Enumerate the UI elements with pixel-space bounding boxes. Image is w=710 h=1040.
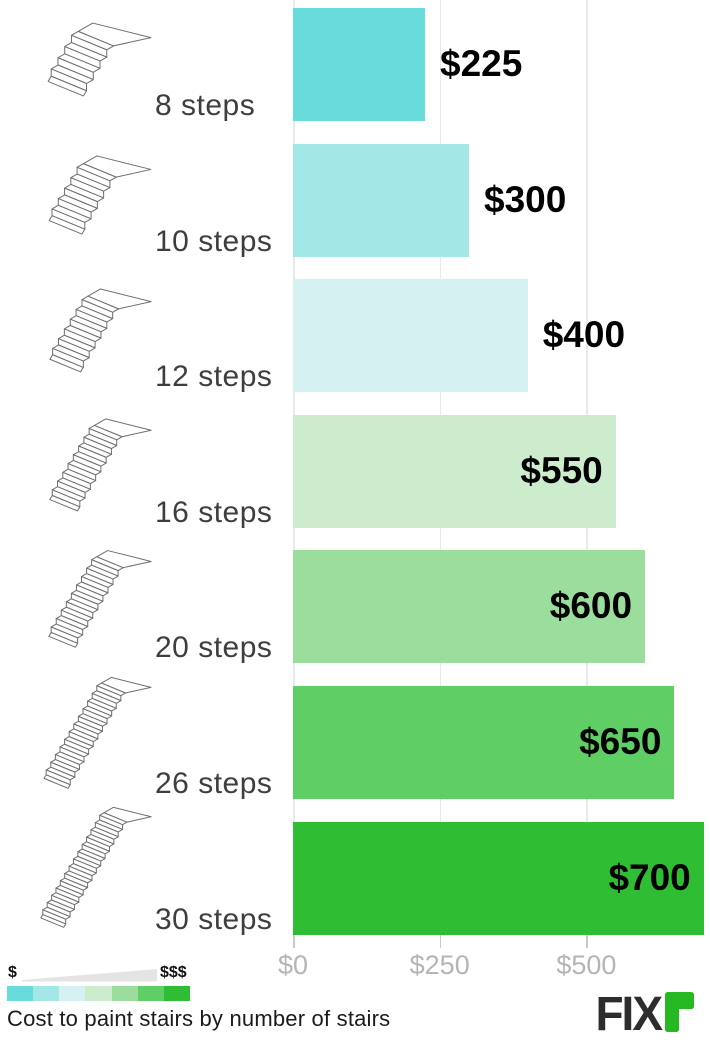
stairs-icon	[49, 287, 152, 373]
bar-row: $400 12 steps	[0, 279, 710, 394]
bar	[293, 550, 646, 664]
bar	[293, 414, 616, 528]
bar-value-label: $700	[608, 856, 691, 898]
stairs-icon	[47, 21, 152, 97]
axis-tick	[293, 933, 295, 948]
bar-row: $550 16 steps	[0, 414, 710, 529]
legend-low-label: $	[8, 964, 17, 981]
category-label: 12 steps	[155, 360, 273, 394]
bar	[293, 821, 704, 935]
bar-row: $700 30 steps	[0, 821, 710, 936]
legend-swatch	[137, 986, 164, 1001]
legend-color-strip	[7, 986, 190, 1001]
legend-high-label: $$$	[160, 964, 187, 981]
category-label: 26 steps	[155, 767, 273, 800]
category-label: 20 steps	[155, 631, 273, 665]
bar-row: $650 26 steps	[0, 686, 710, 800]
legend-swatch	[59, 986, 86, 1001]
stairs-icon	[48, 549, 152, 648]
stairs-icon	[49, 417, 152, 512]
category-label: 10 steps	[155, 224, 273, 258]
bar	[293, 143, 470, 257]
bar-value-label: $600	[549, 585, 633, 627]
stairs-icon	[48, 154, 152, 235]
legend-swatch	[163, 986, 190, 1001]
fixr-logo-text: FIX	[595, 985, 663, 1040]
chart-title: Cost to paint stairs by number of stairs	[7, 1006, 391, 1031]
legend-swatch	[85, 986, 112, 1001]
stairs-icon	[43, 676, 152, 789]
axis-tick	[439, 933, 442, 948]
bar	[293, 686, 675, 799]
category-label: 16 steps	[155, 495, 273, 529]
legend-swatch	[7, 986, 34, 1001]
legend-swatch	[33, 986, 60, 1001]
axis-tick-label: $0	[277, 950, 309, 980]
bar	[293, 279, 528, 393]
category-label: 30 steps	[155, 902, 273, 936]
axis-tick-label: $500	[556, 950, 617, 980]
fixr-logo-green-mark-icon	[665, 992, 694, 1032]
bar-value-label: $550	[520, 449, 603, 491]
axis-tick-label: $250	[409, 950, 470, 980]
bar-value-label: $225	[440, 43, 523, 84]
stairs-icon	[40, 806, 152, 928]
legend-swatch	[111, 986, 138, 1001]
bar-value-label: $650	[579, 721, 662, 762]
bar-row: $600 20 steps	[0, 550, 710, 665]
bar	[293, 8, 426, 121]
bar-value-label: $400	[542, 314, 626, 356]
fixr-logo: FIX	[595, 985, 694, 1040]
legend-wedge-icon	[22, 969, 157, 982]
bar-row: $225 8 steps	[0, 8, 710, 122]
category-label: 8 steps	[155, 89, 256, 122]
bar-row: $300 10 steps	[0, 143, 710, 258]
bar-value-label: $300	[484, 178, 567, 220]
axis-tick	[586, 933, 588, 948]
